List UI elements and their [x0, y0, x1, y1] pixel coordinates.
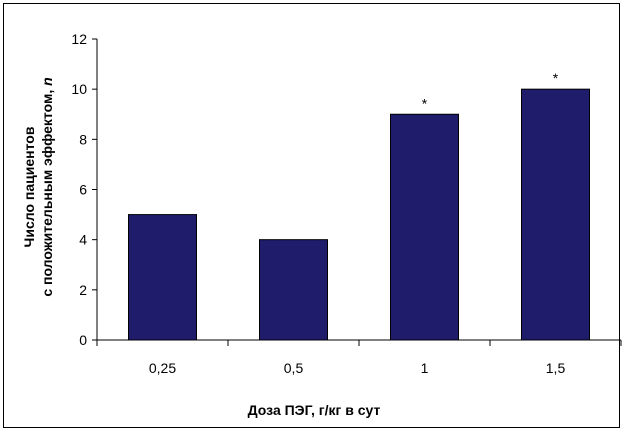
bars-group	[128, 88, 590, 341]
x-tick-label: 0,25	[149, 360, 176, 376]
y-ticks-group: 0 2 4 6 8 10 12	[71, 31, 97, 348]
x-axis-title: Доза ПЭГ, г/кг в сут	[248, 402, 381, 418]
bar-2	[259, 239, 328, 341]
bar-4	[521, 88, 590, 341]
x-tick-label: 1,5	[546, 360, 566, 376]
annotations-group: **	[422, 70, 559, 111]
y-axis-title-unit: n	[39, 77, 55, 86]
y-axis-title-line2-main: с положительным эффектом,	[39, 86, 55, 297]
y-tick-label: 2	[79, 282, 87, 298]
x-tick-label: 0,5	[284, 360, 304, 376]
y-axis-title-line2: с положительным эффектом, n	[39, 77, 55, 296]
bar-1	[128, 214, 197, 341]
y-axis-title-line1: Число пациентов	[21, 126, 37, 247]
y-tick-label: 8	[79, 131, 87, 147]
y-tick-label: 6	[79, 182, 87, 198]
y-tick-label: 4	[79, 232, 87, 248]
significance-asterisk: *	[553, 70, 559, 86]
significance-asterisk: *	[422, 95, 428, 111]
x-ticks-group: 0,25 0,5 1 1,5	[96, 340, 622, 376]
y-tick-label: 10	[71, 81, 87, 97]
x-tick-label: 1	[421, 360, 429, 376]
bar-3	[390, 113, 459, 341]
chart-frame	[3, 3, 620, 428]
y-tick-label: 0	[79, 332, 87, 348]
y-tick-label: 12	[71, 31, 87, 47]
